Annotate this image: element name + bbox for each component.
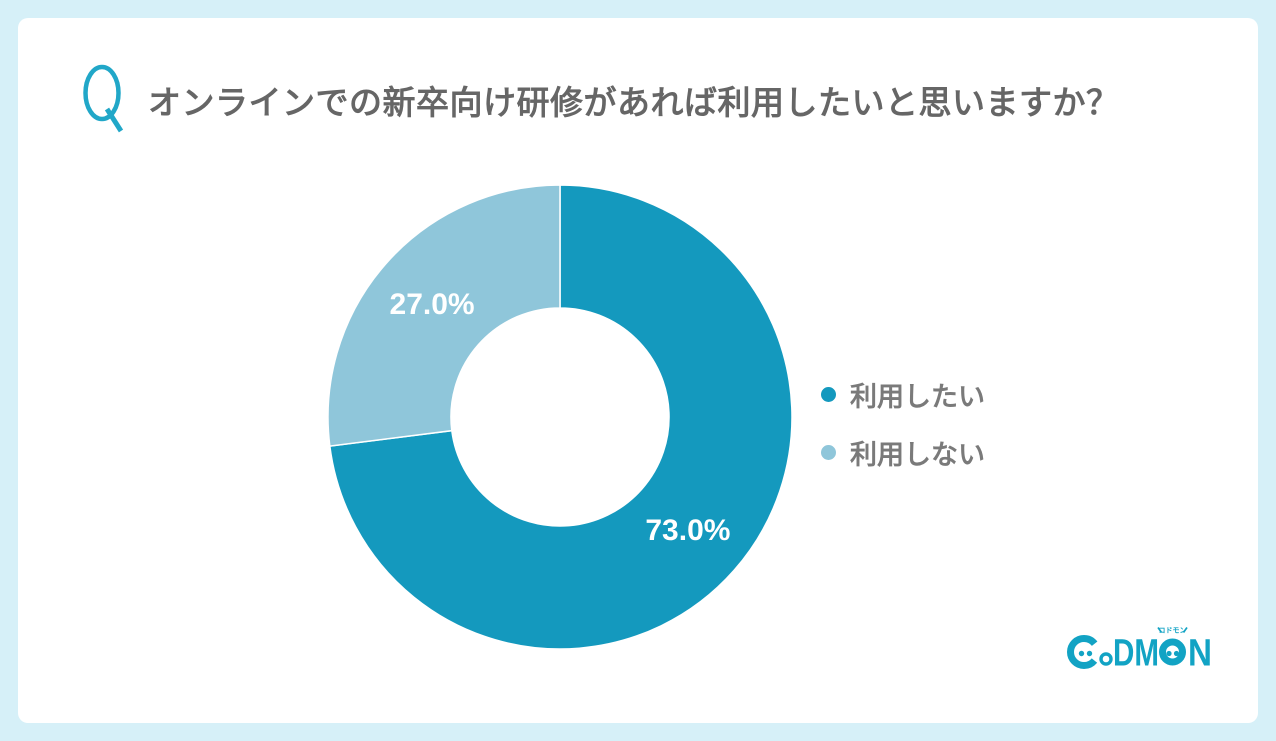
logo-ruby-text: コドモン — [1159, 627, 1187, 635]
legend-label: 利用しない — [850, 440, 985, 470]
legend-item-2: 利用しない — [821, 433, 985, 472]
donut-chart: 73.0% 27.0% — [327, 184, 793, 650]
pie-slice-2 — [327, 184, 561, 447]
logo-crown-mark-left — [1157, 627, 1163, 633]
survey-card: オンラインでの新卒向け研修があれば利用したいと思いますか？ 73.0% 27.0%… — [18, 18, 1258, 723]
pie-slice-label-1: 73.0% — [645, 514, 730, 547]
logo-letter-c-face — [1067, 635, 1101, 669]
logo-letters-dm: DM — [1113, 633, 1159, 674]
question-q-icon — [83, 64, 124, 133]
codmon-logo: DM N コドモン — [1065, 619, 1215, 678]
pie-slice-label-2: 27.0% — [390, 288, 475, 321]
logo-letter-o-face — [1159, 638, 1186, 666]
logo-letter-n: N — [1188, 633, 1212, 674]
logo-letter-o — [1099, 652, 1113, 666]
legend-swatch-icon — [821, 387, 836, 402]
chart-legend: 利用したい利用しない — [821, 375, 985, 472]
pie-slice-1 — [328, 184, 793, 650]
legend-label: 利用したい — [850, 382, 985, 412]
logo-crown-mark-right — [1182, 627, 1188, 633]
legend-item-1: 利用したい — [821, 375, 985, 414]
legend-swatch-icon — [821, 445, 836, 460]
survey-question-title: オンラインでの新卒向け研修があれば利用したいと思いますか？ — [148, 84, 1120, 121]
